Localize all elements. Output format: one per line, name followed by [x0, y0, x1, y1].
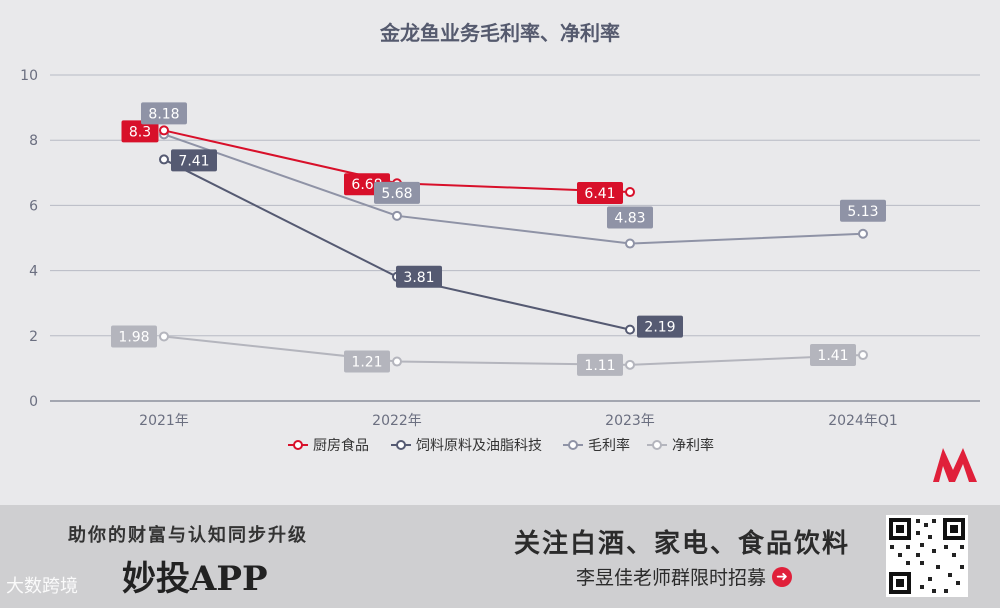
data-label-text: 6.41	[584, 186, 615, 202]
promo-banner: 助你的财富与认知同步升级 妙投APP 关注白酒、家电、食品饮料 李昱佳老师群限时…	[0, 505, 1000, 608]
data-label-text: 1.98	[118, 329, 149, 345]
y-tick-label: 2	[29, 329, 38, 345]
data-label-box	[637, 315, 683, 338]
data-label: 3.81	[396, 265, 442, 288]
data-label-box	[607, 206, 653, 229]
data-label-text: 8.3	[129, 124, 151, 140]
data-label: 7.41	[171, 149, 217, 172]
data-label: 6.41	[577, 182, 623, 205]
x-tick-label: 2021年	[139, 413, 189, 429]
data-label: 5.68	[374, 181, 420, 204]
data-label-box	[840, 199, 886, 222]
data-point[interactable]	[858, 228, 868, 239]
series-line	[163, 133, 864, 245]
data-label: 2.19	[637, 315, 683, 338]
data-point[interactable]	[159, 125, 169, 136]
data-point[interactable]	[159, 331, 169, 342]
data-label-text: 1.11	[584, 358, 615, 374]
legend-label: 饲料原料及油脂科技	[416, 438, 542, 454]
recruit-link[interactable]: 李昱佳老师群限时招募 ➜	[576, 563, 793, 590]
legend-marker	[293, 440, 303, 450]
app-name[interactable]: 妙投APP	[122, 559, 268, 599]
legend-item[interactable]: 饲料原料及油脂科技	[391, 438, 542, 454]
data-label-text: 2.19	[644, 320, 675, 336]
legend-marker	[568, 440, 578, 450]
arrow-right-circle-icon: ➜	[772, 566, 793, 587]
y-tick-label: 4	[29, 264, 38, 280]
legend-label: 厨房食品	[313, 437, 369, 454]
data-label-text: 5.13	[847, 204, 878, 220]
y-tick-label: 0	[29, 394, 38, 410]
data-label-box	[171, 149, 217, 172]
data-label-text: 5.68	[381, 186, 412, 202]
legend-label: 净利率	[672, 437, 714, 454]
recruit-text: 李昱佳老师群限时招募	[576, 567, 767, 589]
data-label: 8.18	[141, 102, 187, 125]
banner-headline: 关注白酒、家电、食品饮料	[514, 529, 851, 559]
data-point[interactable]	[392, 356, 402, 367]
data-label-box	[810, 344, 856, 367]
data-label: 8.3	[121, 120, 159, 143]
data-label: 4.83	[607, 206, 653, 229]
data-label-text: 7.41	[178, 153, 209, 169]
data-label: 1.11	[577, 353, 623, 376]
data-point[interactable]	[159, 154, 169, 165]
m-logo-icon	[931, 440, 981, 490]
line-chart: 金龙鱼业务毛利率、净利率 0 2 4 6 8 10 2021年 2022年 2023年 2024…	[20, 21, 980, 454]
banner-slogan: 助你的财富与认知同步升级	[68, 525, 308, 546]
data-label: 1.21	[344, 350, 390, 373]
data-label-box	[141, 102, 187, 125]
chart-area: 金龙鱼业务毛利率、净利率 0 2 4 6 8 10 2021年 2022年 2023年 2024…	[20, 21, 980, 454]
legend-label: 毛利率	[588, 437, 630, 454]
x-tick-label: 2022年	[372, 413, 422, 429]
data-label-text: 8.18	[148, 106, 179, 122]
data-label-box	[121, 120, 159, 143]
data-label-text: 1.41	[817, 348, 848, 364]
qr-code-icon	[886, 515, 968, 597]
data-label-box	[374, 181, 420, 204]
y-tick-label: 8	[29, 133, 38, 149]
legend-item[interactable]: 毛利率	[563, 437, 630, 454]
chart-title: 金龙鱼业务毛利率、净利率	[379, 21, 620, 45]
watermark-text: 大数跨境	[6, 576, 78, 597]
legend-item[interactable]: 厨房食品	[288, 437, 369, 454]
data-label-box	[344, 350, 390, 373]
data-point[interactable]	[625, 238, 635, 249]
data-label: 5.13	[840, 199, 886, 222]
data-label-text: 1.21	[351, 355, 382, 371]
data-label-box	[577, 182, 623, 205]
data-label-box	[111, 325, 157, 348]
x-tick-label: 2024年Q1	[828, 413, 898, 429]
data-point[interactable]	[392, 210, 402, 221]
x-tick-label: 2023年	[605, 413, 655, 429]
data-point[interactable]	[625, 324, 635, 335]
y-tick-label: 10	[20, 68, 38, 84]
data-label-box	[396, 265, 442, 288]
data-point[interactable]	[625, 359, 635, 370]
legend-item[interactable]: 净利率	[647, 437, 714, 454]
series-line	[163, 335, 864, 366]
data-label: 1.41	[810, 344, 856, 367]
data-point[interactable]	[858, 350, 868, 361]
data-point[interactable]	[625, 187, 635, 198]
legend-marker	[652, 440, 662, 450]
data-label-text: 3.81	[403, 270, 434, 286]
legend-marker	[396, 440, 406, 450]
data-label-text: 4.83	[614, 211, 645, 227]
data-label-box	[577, 353, 623, 376]
data-label: 1.98	[111, 325, 157, 348]
y-tick-label: 6	[29, 198, 38, 214]
